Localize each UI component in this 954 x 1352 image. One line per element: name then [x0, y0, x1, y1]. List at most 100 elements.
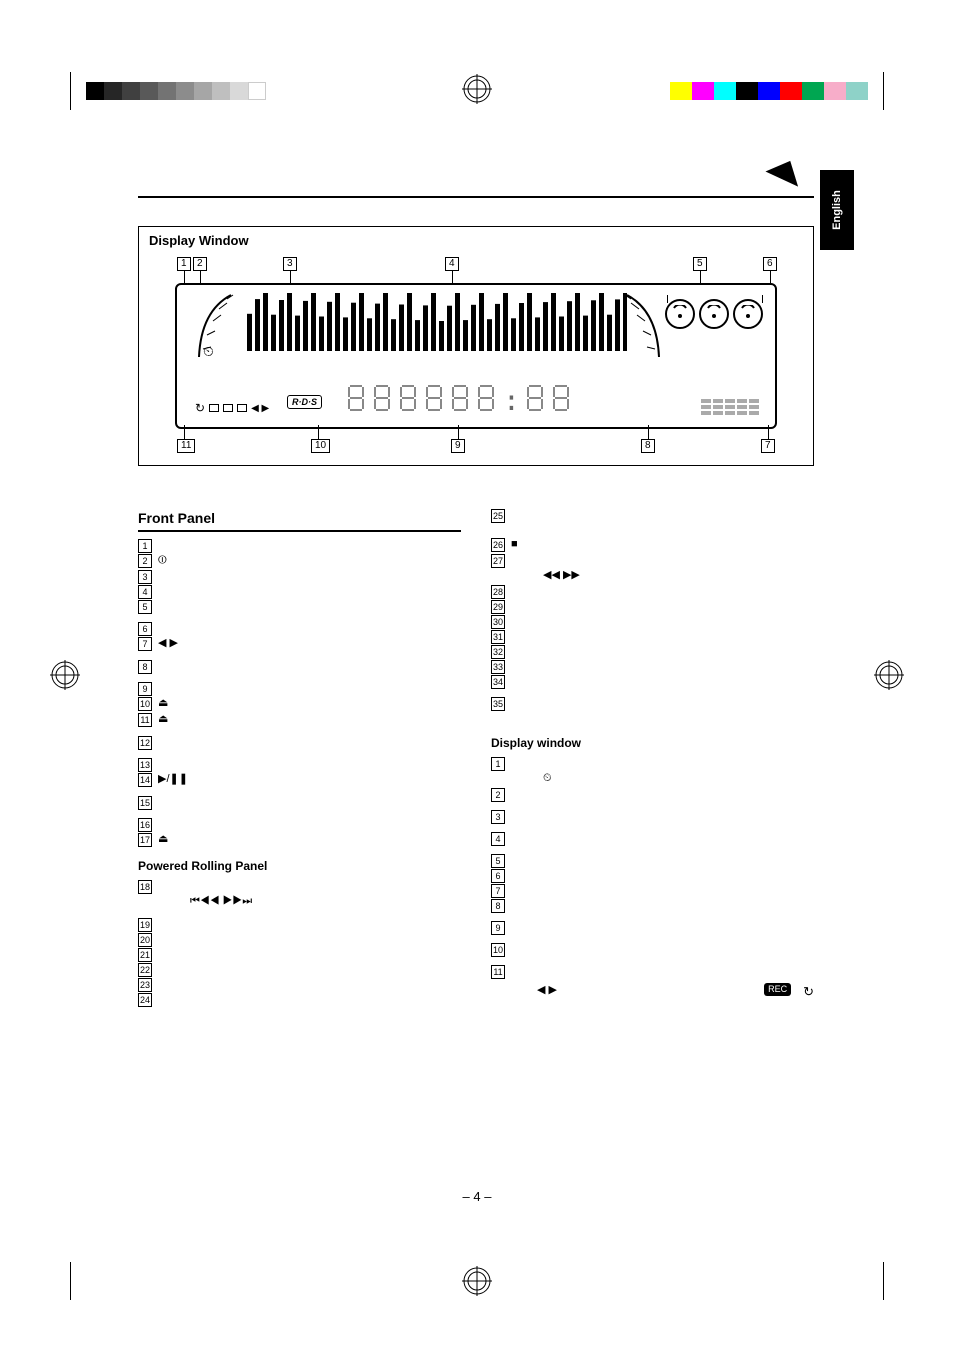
- list-item: 7: [491, 883, 814, 898]
- page-corner-arrow: [765, 153, 806, 186]
- list-item: 4: [138, 584, 461, 599]
- list-item: 2⏼: [138, 553, 461, 569]
- spectrum-bars-icon: [247, 291, 627, 351]
- item-number: 7: [491, 884, 505, 898]
- item-number: 33: [491, 660, 505, 674]
- item-number: 11: [138, 713, 152, 727]
- list-item: ⏮◀◀ ▶▶⏭: [138, 894, 461, 910]
- item-number: 19: [138, 918, 152, 932]
- list-item: ⏲: [491, 771, 814, 787]
- symbol: ⏲: [543, 771, 552, 787]
- display-window-subheading: Display window: [491, 735, 814, 752]
- item-number: 13: [138, 758, 152, 772]
- item-number: 35: [491, 697, 505, 711]
- list-item: 7 ◀ ▶: [138, 636, 461, 652]
- list-item: 3: [138, 569, 461, 584]
- callouts-bottom: 1110987: [139, 439, 813, 457]
- list-item: 10: [491, 942, 814, 957]
- list-item: 21: [138, 947, 461, 962]
- callout-number: 8: [641, 439, 655, 453]
- item-number: 1: [491, 757, 505, 771]
- disc-indicators: [665, 299, 763, 329]
- content-columns: Front Panel 12⏼34567◀ ▶8910⏏11⏏121314▶/❚…: [138, 508, 814, 1007]
- symbol: ◀ ▶: [158, 636, 178, 652]
- item-number: 34: [491, 675, 505, 689]
- display-window-panel: Display Window 123456 1110987 ⏲ ↻ ◀ ▶ R·…: [138, 226, 814, 466]
- item-number: 26: [491, 538, 505, 552]
- list-item: ◀◀ ▶▶: [491, 568, 814, 584]
- symbol: ⏏: [158, 696, 168, 712]
- item-number: 5: [138, 600, 152, 614]
- item-number: 3: [491, 810, 505, 824]
- item-number: 7: [138, 637, 152, 651]
- item-number: 8: [491, 899, 505, 913]
- callouts-top: 123456: [139, 257, 813, 275]
- arrow-symbols: ◀ ▶: [537, 983, 557, 999]
- item-number: 3: [138, 570, 152, 584]
- list-item: 26■: [491, 537, 814, 553]
- symbol: ⏮◀◀ ▶▶⏭: [190, 894, 252, 910]
- list-item: 12: [138, 735, 461, 750]
- list-item: 30: [491, 614, 814, 629]
- item-number: 6: [138, 622, 152, 636]
- item-number: 14: [138, 773, 152, 787]
- list-item: 17⏏: [138, 832, 461, 848]
- item-number: 24: [138, 993, 152, 1007]
- list-item: 1: [491, 756, 814, 771]
- item-number: 10: [491, 943, 505, 957]
- list-item: 5: [138, 599, 461, 614]
- callout-number: 5: [693, 257, 707, 271]
- timer-icon: ⏲: [203, 343, 214, 360]
- callout-number: 10: [311, 439, 330, 453]
- list-item: 14▶/❚❚: [138, 772, 461, 788]
- callout-number: 7: [761, 439, 775, 453]
- registration-bottom: [0, 1262, 954, 1302]
- rolling-panel-heading: Powered Rolling Panel: [138, 858, 461, 875]
- list-item: 2: [491, 787, 814, 802]
- item-number: 5: [491, 854, 505, 868]
- item-number: 25: [491, 509, 505, 523]
- arc-right-icon: [619, 291, 665, 361]
- list-item: 15: [138, 795, 461, 810]
- list-item: 9: [138, 681, 461, 696]
- callout-number: 6: [763, 257, 777, 271]
- list-item: 35: [491, 696, 814, 711]
- list-item: 9: [491, 920, 814, 935]
- item-number: 18: [138, 880, 152, 894]
- item-number: 12: [138, 736, 152, 750]
- list-item: 33: [491, 659, 814, 674]
- list-item: 11: [491, 964, 814, 979]
- display-window-title: Display Window: [139, 227, 813, 256]
- list-item: 18: [138, 879, 461, 894]
- registration-crosshair: [874, 660, 904, 690]
- callout-number: 2: [193, 257, 207, 271]
- list-item: 4: [491, 831, 814, 846]
- item-number: 30: [491, 615, 505, 629]
- seven-segment-row: :: [347, 384, 570, 419]
- item-number: 16: [138, 818, 152, 832]
- front-panel-heading: Front Panel: [138, 508, 461, 532]
- item-number: 6: [491, 869, 505, 883]
- item-number: 9: [491, 921, 505, 935]
- header-rule: [138, 196, 814, 198]
- list-item: 6: [138, 621, 461, 636]
- callout-number: 9: [451, 439, 465, 453]
- list-item: 23: [138, 977, 461, 992]
- list-item: 10⏏: [138, 696, 461, 712]
- disc-1-icon: [665, 299, 695, 329]
- item-number: 29: [491, 600, 505, 614]
- item-number: 32: [491, 645, 505, 659]
- item-number: 8: [138, 660, 152, 674]
- list-item: 22: [138, 962, 461, 977]
- callout-number: 4: [445, 257, 459, 271]
- dot-matrix: [701, 399, 759, 415]
- language-tab: English: [820, 170, 854, 250]
- registration-crosshair: [50, 660, 80, 690]
- rds-badge: R·D·S: [287, 395, 322, 409]
- crop-mark: [70, 72, 71, 110]
- symbol: ⏏: [158, 832, 168, 848]
- arc-left-icon: [193, 291, 239, 361]
- registration-crosshair: [462, 74, 492, 104]
- registration-crosshair: [462, 1266, 492, 1296]
- repeat-icon: ↻: [803, 983, 814, 1002]
